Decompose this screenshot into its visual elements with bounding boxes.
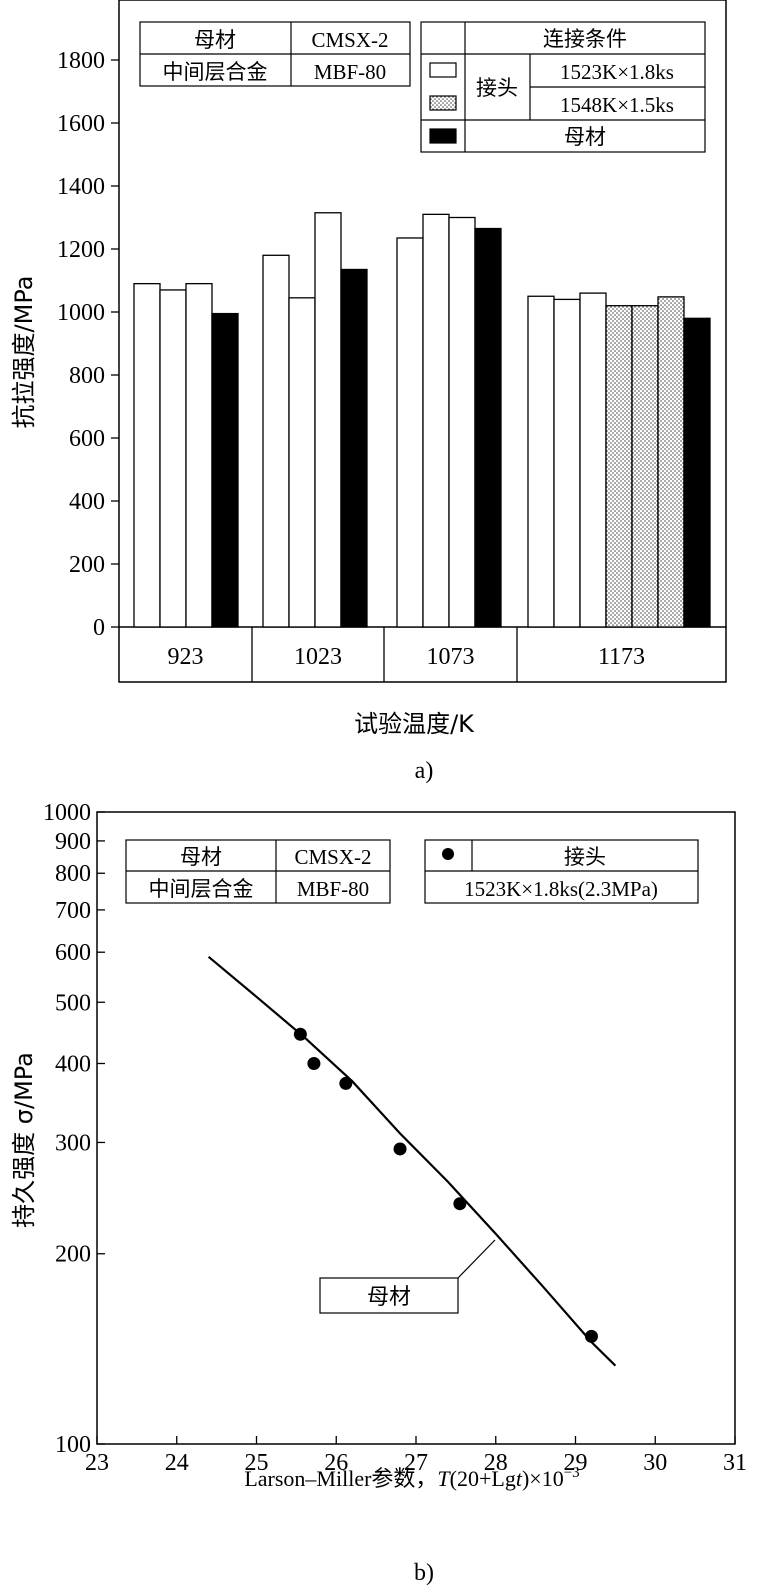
- legend-a: 连接条件 接头 1523K×1.8ks 1548K×1.5ks 母材: [420, 21, 706, 153]
- y-tick-label-b-6: 700: [55, 898, 91, 924]
- legend-b-condition: 1523K×1.8ks(2.3MPa): [464, 877, 658, 901]
- x-tick-label-b-5: 28: [484, 1450, 508, 1476]
- y-tick-label-b-4: 500: [55, 990, 91, 1016]
- legend-b-marker: [442, 848, 454, 860]
- y-tick-label-b-9: 1000: [43, 800, 91, 826]
- bar-1023-2: [314, 212, 342, 628]
- y-tick-label-a-9: 1800: [57, 48, 105, 74]
- y-tick-label-a-6: 1200: [57, 237, 105, 263]
- bar-1173-1: [553, 298, 581, 628]
- group-label-1173: 1173: [598, 644, 645, 670]
- x-tick-label-b-4: 27: [404, 1450, 428, 1476]
- group-label-1023: 1023: [294, 644, 342, 670]
- y-tick-label-a-1: 200: [69, 552, 105, 578]
- plot-a-frame: [118, 0, 727, 683]
- bar-923-2: [185, 282, 213, 628]
- x-axis-b-title: Larson–Miller参数，T(20+Lgt)×10−3: [244, 1465, 579, 1491]
- data-point-1: [307, 1056, 321, 1070]
- group-label-1073: 1073: [427, 644, 475, 670]
- x-tick-label-b-0: 23: [85, 1450, 109, 1476]
- legend-a-entry-2: 母材: [564, 125, 606, 149]
- panel-label-a: a): [415, 758, 434, 784]
- y-tick-label-b-8: 900: [55, 829, 91, 855]
- y-tick-label-b-0: 100: [55, 1432, 91, 1458]
- info-a-value-0: CMSX-2: [311, 28, 388, 52]
- y-tick-label-b-3: 400: [55, 1051, 91, 1077]
- temperature-groups-a: 923 1023 1073 1173: [168, 627, 645, 682]
- bar-1073-0: [396, 237, 424, 628]
- curve-label-text: 母材: [367, 1285, 411, 1310]
- material-info-table-a: 母材 CMSX-2 中间层合金 MBF-80: [139, 21, 411, 87]
- data-point-2: [339, 1076, 353, 1090]
- bar-1073-2: [448, 216, 476, 628]
- data-point-4: [453, 1197, 467, 1211]
- material-info-table-b: 母材 CMSX-2 中间层合金 MBF-80: [125, 839, 391, 904]
- y-axis-b-title: 持久强度 σ/MPa: [10, 1052, 38, 1228]
- bar-1023-0: [262, 254, 290, 628]
- bar-923-0: [133, 282, 161, 628]
- base-metal-curve: [207, 955, 617, 1367]
- x-tick-label-b-1: 24: [165, 1450, 189, 1476]
- bar-1173-3: [605, 305, 633, 628]
- x-tick-label-b-8: 31: [723, 1450, 747, 1476]
- data-point-5: [584, 1329, 598, 1343]
- x-tick-label-b-6: 29: [564, 1450, 588, 1476]
- y-tick-label-b-5: 600: [55, 940, 91, 966]
- group-label-923: 923: [168, 644, 204, 670]
- info-a-label-0: 母材: [194, 28, 236, 52]
- panel-label-b: b): [414, 1560, 434, 1586]
- info-b-value-0: CMSX-2: [294, 845, 371, 869]
- legend-a-swatch-white: [429, 62, 457, 78]
- info-b-label-0: 母材: [180, 845, 222, 869]
- bar-923-3: [211, 312, 239, 628]
- legend-a-swatch-black: [429, 128, 457, 144]
- data-point-3: [393, 1142, 407, 1156]
- bar-1173-6: [683, 317, 711, 628]
- bar-1073-1: [422, 213, 450, 628]
- bar-1173-2: [579, 292, 607, 628]
- bar-1173-5: [657, 296, 685, 628]
- y-tick-label-a-8: 1600: [57, 111, 105, 137]
- tensile-strength-bar-chart: 0 200 400 600 800 1000 1200 1400 1600 1800 923 102…: [10, 0, 727, 784]
- bars-a: [133, 212, 711, 628]
- joint-data-points: [293, 1027, 598, 1343]
- legend-b-marker-label: 接头: [564, 845, 606, 869]
- y-axis-a-title: 抗拉强度/MPa: [10, 276, 38, 429]
- y-axis-b: 100 200 300 400 500 600 700 800 900 1000: [43, 800, 105, 1458]
- x-axis-a-title: 试验温度/K: [354, 710, 475, 738]
- info-a-label-1: 中间层合金: [163, 60, 268, 84]
- data-point-0: [293, 1027, 307, 1041]
- y-tick-label-a-4: 800: [69, 363, 105, 389]
- x-tick-label-b-2: 25: [245, 1450, 269, 1476]
- bar-1023-1: [288, 297, 316, 628]
- legend-b: 接头 1523K×1.8ks(2.3MPa): [424, 839, 699, 904]
- legend-a-swatch-dotted: [429, 95, 457, 111]
- plot-b-frame: [96, 811, 736, 1445]
- x-tick-label-b-3: 26: [324, 1450, 348, 1476]
- bar-923-1: [159, 289, 187, 628]
- x-axis-b: 23 24 25 26 27 28 29 30 31: [85, 1436, 747, 1476]
- legend-a-entry-0: 1523K×1.8ks: [560, 60, 674, 84]
- y-tick-label-b-2: 300: [55, 1130, 91, 1156]
- x-tick-label-b-7: 30: [643, 1450, 667, 1476]
- y-tick-label-b-1: 200: [55, 1242, 91, 1268]
- bar-1073-3: [474, 227, 502, 628]
- y-tick-label-a-7: 1400: [57, 174, 105, 200]
- legend-a-header: 连接条件: [543, 27, 627, 51]
- bar-1023-3: [340, 268, 368, 628]
- info-b-value-1: MBF-80: [297, 877, 369, 901]
- curve-label-callout: 母材: [319, 1239, 496, 1314]
- bar-1173-0: [527, 295, 555, 628]
- info-a-value-1: MBF-80: [314, 60, 386, 84]
- y-tick-label-a-5: 1000: [57, 300, 105, 326]
- bar-1173-4: [631, 305, 659, 628]
- y-tick-label-b-7: 800: [55, 861, 91, 887]
- info-b-label-1: 中间层合金: [149, 877, 254, 901]
- y-tick-label-a-3: 600: [69, 426, 105, 452]
- y-tick-label-a-0: 0: [93, 615, 105, 641]
- y-axis-a: 0 200 400 600 800 1000 1200 1400 1600 1800: [57, 48, 119, 641]
- legend-a-entry-1: 1548K×1.5ks: [560, 93, 674, 117]
- legend-a-group-label: 接头: [476, 76, 518, 100]
- y-tick-label-a-2: 400: [69, 489, 105, 515]
